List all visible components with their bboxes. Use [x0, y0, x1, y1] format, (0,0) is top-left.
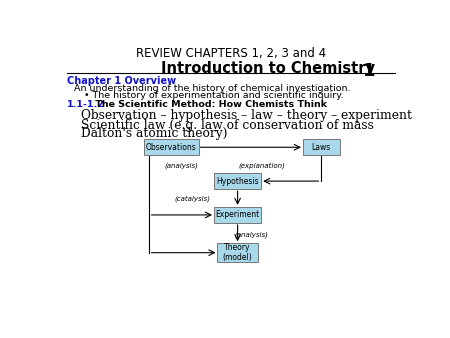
Text: REVIEW CHAPTERS 1, 2, 3 and 4: REVIEW CHAPTERS 1, 2, 3 and 4: [135, 47, 326, 60]
Text: Introduction to Chemistry: Introduction to Chemistry: [161, 62, 375, 76]
Text: (explanation): (explanation): [238, 162, 285, 169]
Text: Laws: Laws: [312, 143, 331, 152]
Text: Dalton's atomic theory): Dalton's atomic theory): [81, 127, 227, 141]
Text: Observation – hypothesis – law – theory – experiment: Observation – hypothesis – law – theory …: [81, 109, 412, 122]
FancyBboxPatch shape: [303, 139, 340, 155]
Text: Theory
(model): Theory (model): [223, 243, 252, 262]
Text: Scientific law (e.g. law of conservation of mass: Scientific law (e.g. law of conservation…: [81, 119, 374, 131]
Text: (catalysis): (catalysis): [174, 195, 210, 202]
Text: Experiment: Experiment: [216, 211, 260, 219]
Text: 1.1-1.2: 1.1-1.2: [67, 100, 104, 109]
Text: (analysis): (analysis): [165, 162, 199, 169]
Text: An understanding of the history of chemical investigation.: An understanding of the history of chemi…: [74, 84, 350, 93]
Text: Chapter 1 Overview: Chapter 1 Overview: [67, 76, 176, 86]
FancyBboxPatch shape: [214, 173, 261, 189]
Text: Observations: Observations: [146, 143, 197, 152]
Text: 1: 1: [363, 62, 376, 80]
Text: The Scientific Method: How Chemists Think: The Scientific Method: How Chemists Thin…: [92, 100, 327, 109]
FancyBboxPatch shape: [214, 207, 261, 223]
FancyBboxPatch shape: [144, 139, 198, 155]
Text: • The history of experimentation and scientific inquiry.: • The history of experimentation and sci…: [84, 91, 344, 100]
Text: Hypothesis: Hypothesis: [216, 176, 259, 186]
Text: (analysis): (analysis): [234, 231, 269, 238]
FancyBboxPatch shape: [217, 243, 258, 262]
